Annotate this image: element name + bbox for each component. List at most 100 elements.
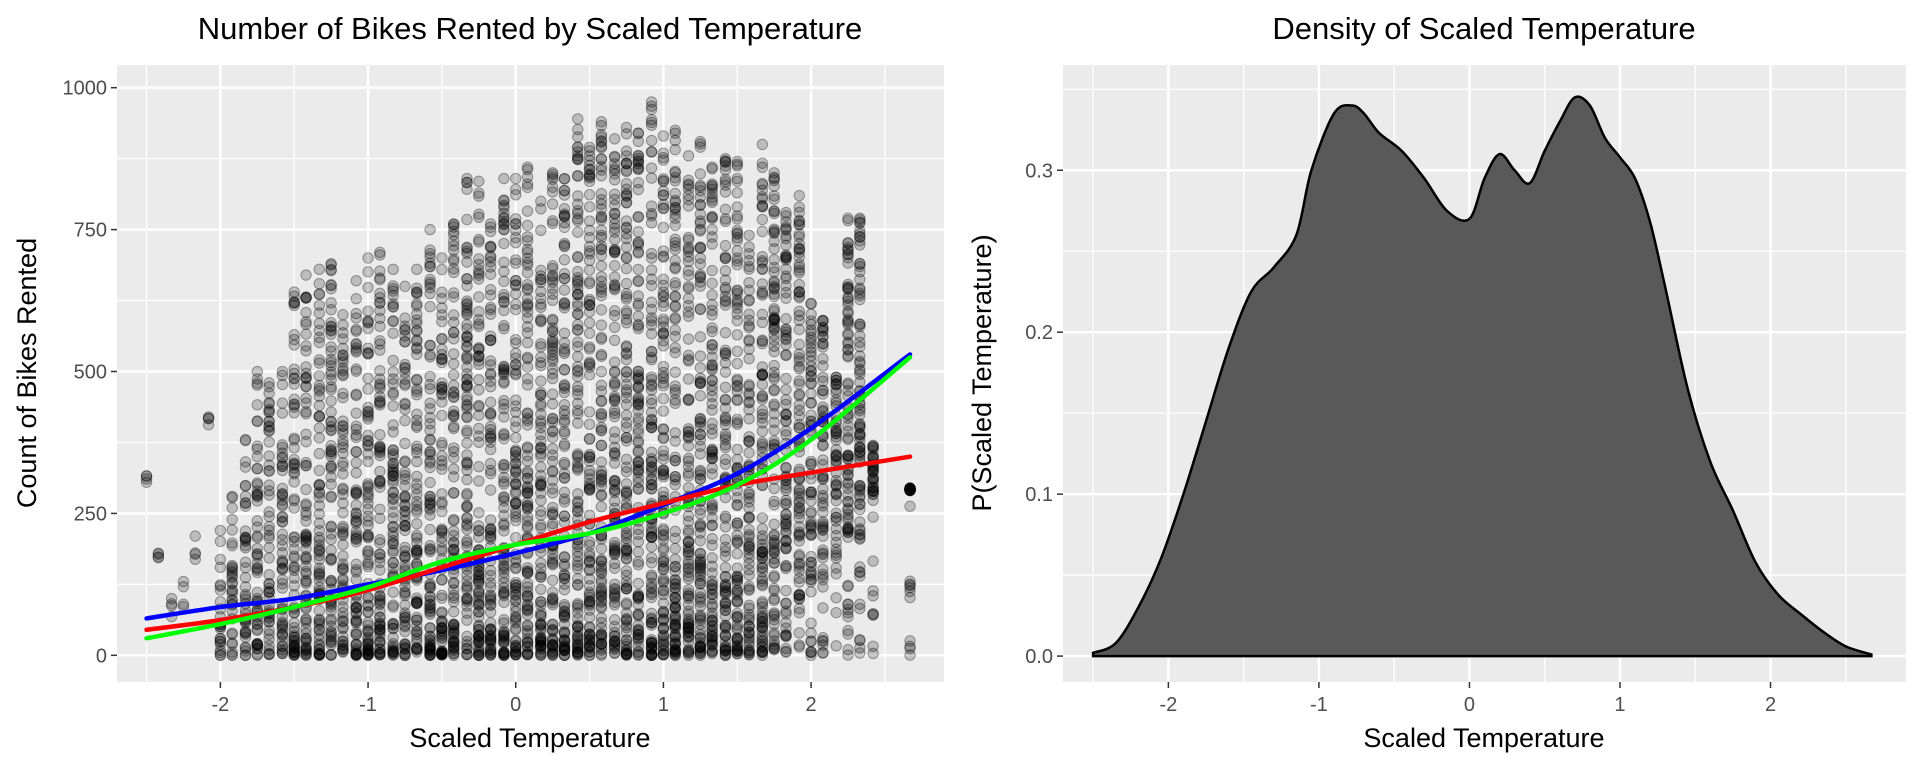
scatter-point [572,460,584,473]
scatter-point [337,457,349,469]
scatter-point [620,165,633,178]
scatter-point [263,405,275,418]
scatter-point [558,254,571,266]
scatter-point [189,547,201,559]
scatter-point [448,218,460,230]
scatter-point [608,484,621,497]
scatter-point [251,586,263,599]
scatter-point [313,487,326,500]
scatter-point [657,575,670,587]
scatter-point [558,299,571,311]
scatter-point [325,424,337,437]
scatter-point [436,437,448,449]
scatter-point [682,373,695,385]
scatter-point [682,573,695,585]
scatter-point [399,456,411,468]
scatter-point [214,649,227,661]
scatter-point [583,433,596,445]
scatter-point [620,599,633,611]
scatter-point [239,525,252,537]
scatter-point [288,459,300,471]
scatter-point [337,365,349,377]
scatter-point [546,594,559,606]
scatter-point [325,552,337,565]
scatter-point [694,428,707,441]
scatter-point [461,437,473,449]
scatter-point [325,490,337,502]
scatter-point [337,611,349,623]
scatter-point [239,534,252,546]
scatter-point [632,297,645,310]
scatter-point [411,478,423,490]
scatter-point [793,558,805,571]
scatter-point [251,550,263,562]
scatter-point [325,554,337,567]
scatter-point [854,212,866,224]
scatter-point [719,366,732,378]
scatter-point [337,362,349,375]
scatter-point [325,259,337,271]
scatter-point [239,539,252,552]
scatter-point [263,628,275,640]
scatter-point [583,611,596,624]
scatter-point [288,646,300,658]
scatter-point [325,461,337,473]
scatter-point [325,471,337,483]
scatter-point [251,451,263,463]
scatter-point [276,582,289,594]
scatter-point [350,363,362,375]
scatter-point [362,491,374,504]
scatter-point [239,591,252,603]
scatter-point [325,491,337,504]
scatter-point [288,286,300,298]
scatter-point [572,350,584,363]
scatter-point [263,403,275,416]
scatter-point [288,642,300,654]
scatter-point [756,404,769,417]
scatter-point [337,616,349,628]
scatter-point [743,319,755,332]
scatter-point [854,225,866,237]
scatter-point [706,298,718,311]
scatter-point [669,553,681,566]
scatter-point [535,341,547,353]
scatter-point [263,552,275,564]
scatter-point [645,315,658,327]
scatter-point [300,642,312,655]
scatter-point [288,457,300,469]
scatter-point [300,532,312,544]
scatter-point [558,268,571,280]
scatter-point [325,520,337,532]
scatter-point [743,558,755,570]
scatter-point [731,536,743,548]
scatter-point [325,635,337,648]
scatter-point [325,317,337,329]
scatter-point [350,648,362,660]
scatter-point [251,624,263,637]
scatter-point [608,321,621,334]
scatter-point [743,502,755,514]
scatter-point [288,631,300,643]
scatter-point [632,127,645,139]
scatter-point [572,619,584,631]
scatter-point [288,639,300,652]
scatter-point [731,210,743,222]
scatter-point [682,292,695,305]
scatter-point [620,262,633,275]
scatter-point [780,206,792,219]
scatter-point [793,375,805,387]
scatter-point [657,130,670,142]
scatter-point [276,365,289,378]
scatter-point [300,380,312,392]
scatter-point [854,561,866,573]
scatter-point [226,559,238,572]
scatter-point [325,415,337,427]
scatter-point [448,255,460,267]
scatter-point [263,648,275,661]
scatter-point [854,355,866,368]
x-tick-label: 1 [658,694,669,716]
scatter-point [731,227,743,239]
scatter-point [572,642,584,655]
scatter-point [657,189,670,201]
scatter-point [645,371,658,383]
